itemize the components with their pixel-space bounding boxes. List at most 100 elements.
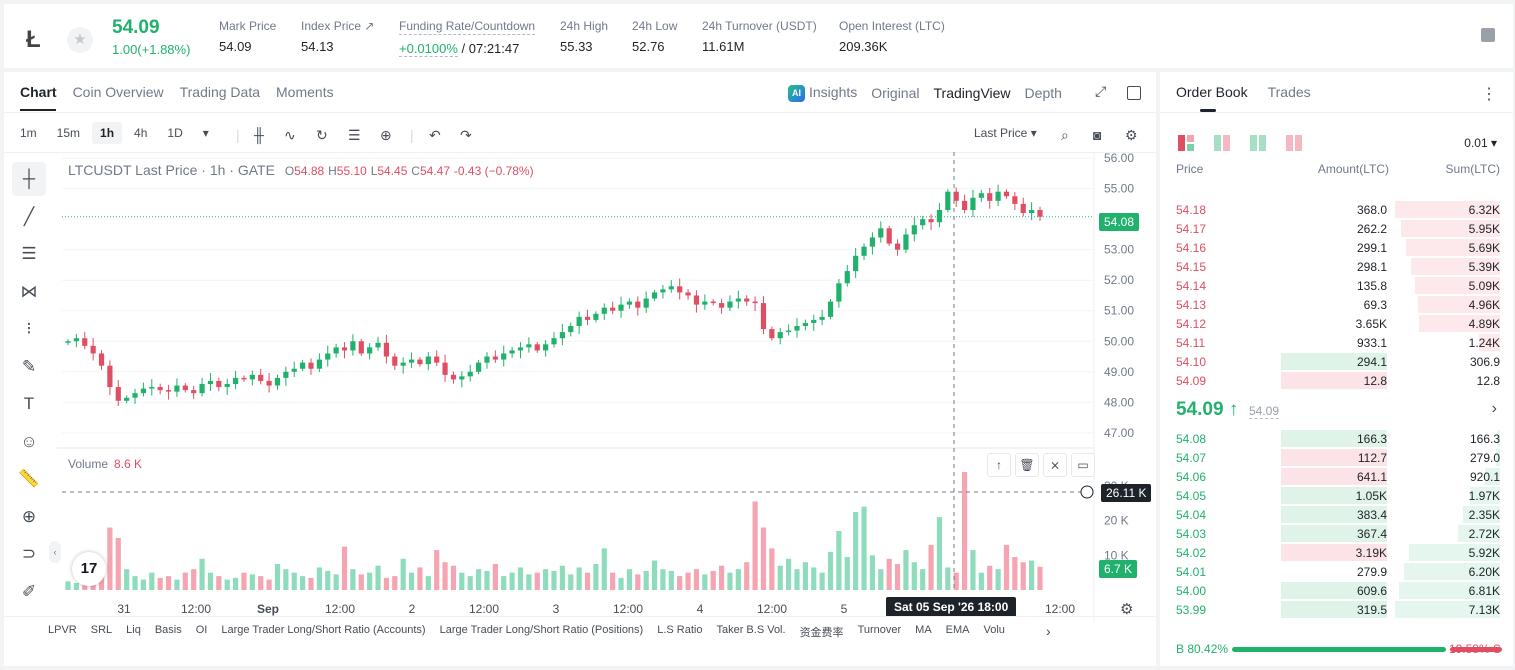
indicator-item[interactable]: LPVR — [48, 624, 77, 636]
tab-moments[interactable]: Moments — [276, 84, 334, 100]
indicator-item[interactable]: Turnover — [857, 624, 902, 636]
maximize-pane-icon[interactable]: ▭ — [1071, 453, 1095, 477]
tab-trades[interactable]: Trades — [1267, 84, 1311, 100]
volume-bar — [601, 548, 607, 590]
move-up-icon[interactable]: ↑ — [987, 453, 1011, 477]
ask-row[interactable]: 54.09 12.8 12.8 — [1160, 371, 1513, 390]
redo-icon[interactable]: ↷ — [460, 127, 472, 143]
tab-original[interactable]: Original — [871, 84, 920, 101]
ask-row[interactable]: 54.18 368.0 6.32K — [1160, 200, 1513, 219]
template-icon[interactable]: ☰ — [348, 127, 361, 143]
volume-bar — [1003, 544, 1010, 590]
stat-label[interactable]: Index Price ↗ — [301, 19, 375, 33]
tab-depth[interactable]: Depth — [1024, 84, 1062, 101]
tab-order-book[interactable]: Order Book — [1176, 84, 1248, 100]
contract-info-icon[interactable] — [1481, 28, 1495, 42]
bid-row[interactable]: 53.99 319.5 7.13K — [1160, 600, 1513, 619]
tab-tradingview[interactable]: TradingView — [933, 84, 1011, 101]
ask-row[interactable]: 54.14 135.8 5.09K — [1160, 276, 1513, 295]
indicator-item[interactable]: Large Trader Long/Short Ratio (Accounts) — [221, 624, 426, 636]
bid-row[interactable]: 54.02 3.19K 5.92K — [1160, 543, 1513, 562]
interval-1h[interactable]: 1h — [92, 122, 123, 144]
layout-sells-icon[interactable] — [1286, 135, 1302, 151]
indicator-item[interactable]: Large Trader Long/Short Ratio (Positions… — [439, 624, 644, 636]
interval-4h[interactable]: 4h — [134, 126, 148, 140]
text-tool-icon[interactable]: T — [23, 394, 35, 413]
indicator-item[interactable]: Volu — [983, 624, 1005, 636]
ask-row[interactable]: 54.11 933.1 1.24K — [1160, 333, 1513, 352]
price-type-select[interactable]: Last Price ▾ — [974, 126, 1037, 140]
collapse-icon[interactable]: ⨯ — [1043, 453, 1067, 477]
camera-icon[interactable]: ◙ — [1093, 127, 1102, 143]
price-chart[interactable]: 56.0055.0054.0053.0052.0051.0050.0049.00… — [4, 152, 1156, 622]
volume-bar — [903, 550, 909, 590]
indicator-item[interactable]: Taker B.S Vol. — [716, 624, 786, 636]
bid-row[interactable]: 54.08 166.3 166.3 — [1160, 429, 1513, 448]
crosshair-icon[interactable]: ┼ — [12, 162, 46, 196]
tab-coin-overview[interactable]: Coin Overview — [72, 84, 164, 100]
ask-row[interactable]: 54.15 298.1 5.39K — [1160, 257, 1513, 276]
interval-1d[interactable]: 1D — [167, 126, 183, 140]
fibonacci-icon[interactable]: ⁝ — [26, 319, 32, 338]
zoom-in-icon[interactable]: ⊕ — [21, 506, 37, 526]
chart-settings-icon[interactable]: ⚙ — [1120, 601, 1134, 618]
indicator-item[interactable]: OI — [195, 624, 208, 636]
bid-row[interactable]: 54.05 1.05K 1.97K — [1160, 486, 1513, 505]
volume-axis-label: 20 K — [1104, 514, 1129, 528]
indicator-item[interactable]: L.S Ratio — [657, 624, 703, 636]
favorite-star-icon[interactable]: ★ — [67, 27, 93, 53]
layout-both-icon[interactable] — [1178, 135, 1194, 151]
indicator-item[interactable]: Liq — [126, 624, 141, 636]
maximize-icon[interactable] — [1127, 86, 1141, 100]
layout-bids-icon[interactable] — [1250, 135, 1266, 151]
emoji-icon[interactable]: ☺ — [20, 431, 38, 451]
bid-row[interactable]: 54.04 383.4 2.35K — [1160, 505, 1513, 524]
ask-row[interactable]: 54.16 299.1 5.69K — [1160, 238, 1513, 257]
search-icon[interactable]: ⌕ — [1061, 127, 1069, 143]
ask-row[interactable]: 54.13 69.3 4.96K — [1160, 295, 1513, 314]
expand-icon[interactable]: ⤢ — [1095, 83, 1107, 99]
layout-asks-icon[interactable] — [1214, 135, 1230, 151]
ruler-icon[interactable]: 📏 — [18, 469, 40, 488]
scroll-right-icon[interactable]: › — [1046, 623, 1051, 639]
pattern-icon[interactable]: ⋈ — [20, 281, 38, 301]
replay-icon[interactable]: ↻ — [316, 127, 328, 143]
more-options-icon[interactable]: ⋮ — [1481, 86, 1497, 103]
stat-index-price[interactable]: Index Price ↗ 54.13 — [301, 19, 374, 54]
trend-line-icon[interactable]: ╱ — [23, 206, 35, 226]
tab-insights[interactable]: AI Insights — [788, 84, 857, 102]
indicator-item[interactable]: Basis — [154, 624, 182, 636]
ask-row[interactable]: 54.17 262.2 5.95K — [1160, 219, 1513, 238]
interval-15m[interactable]: 15m — [56, 126, 81, 140]
chevron-right-icon[interactable]: › — [1491, 400, 1497, 417]
brush-icon[interactable]: ✎ — [21, 356, 37, 376]
tab-trading-data[interactable]: Trading Data — [179, 84, 261, 100]
ask-row[interactable]: 54.10 294.1 306.9 — [1160, 352, 1513, 371]
tradingview-logo-icon[interactable]: 17 — [72, 552, 106, 586]
magnet-icon[interactable]: ⊃ — [21, 544, 37, 563]
bid-row[interactable]: 54.07 112.7 279.0 — [1160, 448, 1513, 467]
bid-row[interactable]: 54.03 367.4 2.72K — [1160, 524, 1513, 543]
interval-dropdown-icon[interactable]: ▾ — [202, 126, 209, 140]
indicator-item[interactable]: SRL — [90, 624, 113, 636]
bid-row[interactable]: 54.01 279.9 6.20K — [1160, 562, 1513, 581]
interval-1m[interactable]: 1m — [20, 126, 37, 140]
indicator-item[interactable]: MA — [915, 624, 932, 636]
horizontal-lines-icon[interactable]: ☰ — [21, 244, 37, 263]
bid-row[interactable]: 54.00 609.6 6.81K — [1160, 581, 1513, 600]
indicator-item[interactable]: EMA — [945, 624, 970, 636]
settings-gear-icon[interactable]: ⚙ — [1125, 127, 1138, 143]
add-study-icon[interactable]: ⊕ — [380, 127, 392, 143]
candle-type-icon[interactable]: ╫ — [254, 127, 264, 143]
indicator-item[interactable]: 资金费率 — [799, 627, 844, 639]
ask-row[interactable]: 54.12 3.65K 4.89K — [1160, 314, 1513, 333]
bid-row[interactable]: 54.06 641.1 920.1 — [1160, 467, 1513, 486]
precision-select[interactable]: 0.01 ▾ — [1464, 136, 1497, 150]
edit-pencil-icon[interactable]: ✐ — [21, 581, 37, 601]
collapse-toolbar-icon[interactable]: ‹ — [49, 541, 61, 563]
delete-icon[interactable]: 🗑 — [1015, 453, 1039, 477]
indicator-icon[interactable]: ∿ — [284, 127, 296, 143]
tab-chart[interactable]: Chart — [20, 84, 57, 100]
undo-icon[interactable]: ↶ — [429, 127, 441, 143]
candle-body — [501, 353, 507, 360]
